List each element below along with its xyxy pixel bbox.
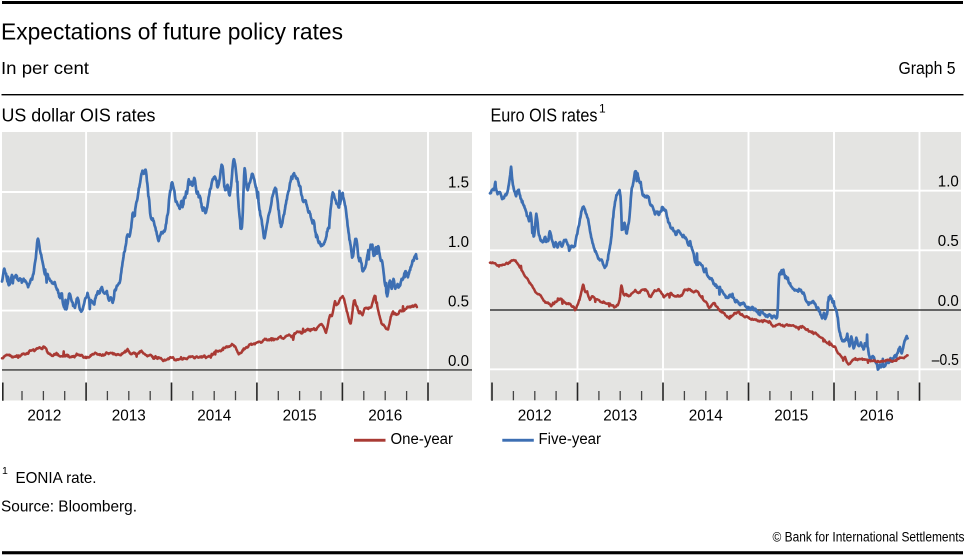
svg-text:2013: 2013 xyxy=(603,408,637,425)
svg-text:2015: 2015 xyxy=(774,408,808,425)
svg-text:1.5: 1.5 xyxy=(448,175,469,192)
svg-text:2016: 2016 xyxy=(368,408,402,425)
svg-text:Five-year: Five-year xyxy=(539,431,602,448)
svg-text:–0.5: –0.5 xyxy=(932,352,959,369)
svg-text:1: 1 xyxy=(2,465,8,477)
svg-text:2013: 2013 xyxy=(112,408,146,425)
svg-text:0.0: 0.0 xyxy=(448,353,469,370)
svg-text:US dollar OIS rates: US dollar OIS rates xyxy=(2,105,156,126)
svg-text:In per cent: In per cent xyxy=(1,58,89,78)
svg-text:1.0: 1.0 xyxy=(448,234,469,251)
svg-text:2014: 2014 xyxy=(689,408,723,425)
svg-text:1.0: 1.0 xyxy=(938,174,959,191)
svg-text:0.5: 0.5 xyxy=(448,293,469,310)
svg-text:Euro OIS rates: Euro OIS rates xyxy=(491,105,598,126)
svg-text:2012: 2012 xyxy=(518,408,552,425)
svg-text:1: 1 xyxy=(599,102,606,116)
svg-text:© Bank for International Settl: © Bank for International Settlements xyxy=(773,530,965,545)
svg-text:Expectations of future policy: Expectations of future policy rates xyxy=(1,19,343,45)
svg-text:2015: 2015 xyxy=(283,408,317,425)
svg-text:EONIA rate.: EONIA rate. xyxy=(16,470,97,487)
svg-text:2016: 2016 xyxy=(860,408,894,425)
svg-text:2012: 2012 xyxy=(27,408,61,425)
svg-text:2014: 2014 xyxy=(197,408,231,425)
svg-text:0.0: 0.0 xyxy=(938,293,959,310)
svg-text:Graph 5: Graph 5 xyxy=(899,58,956,78)
svg-text:One-year: One-year xyxy=(391,431,454,448)
svg-text:Source: Bloomberg.: Source: Bloomberg. xyxy=(1,499,137,516)
svg-text:0.5: 0.5 xyxy=(938,233,959,250)
